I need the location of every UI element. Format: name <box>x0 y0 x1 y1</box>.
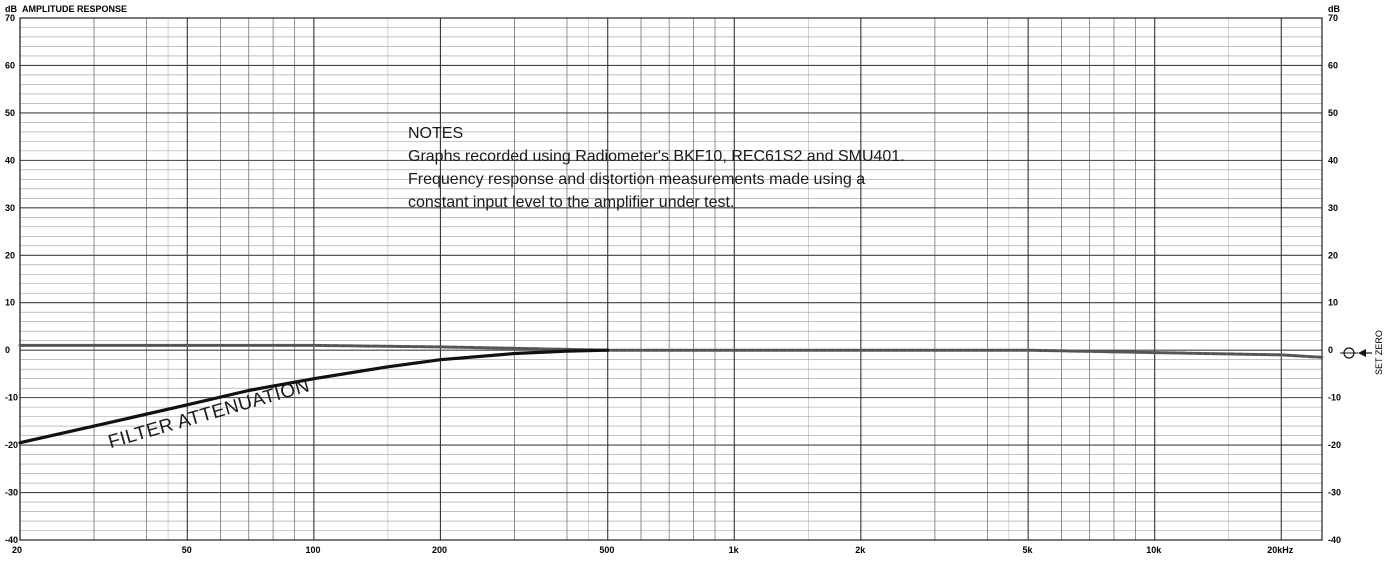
y-tick-left: 20 <box>5 250 15 260</box>
y-tick-left: -20 <box>5 440 18 450</box>
y-tick-left: -40 <box>5 535 18 545</box>
x-tick-label: 1k <box>729 545 740 555</box>
y-tick-right: 20 <box>1328 250 1338 260</box>
y-tick-left: 60 <box>5 60 15 70</box>
notes-line-1: Graphs recorded using Radiometer's BKF10… <box>408 148 905 165</box>
y-tick-right: 40 <box>1328 155 1338 165</box>
x-tick-label: 2k <box>855 545 866 555</box>
x-tick-label: 100 <box>305 545 320 555</box>
response-line <box>18 343 1324 359</box>
notes-block: NOTES Graphs recorded using Radiometer's… <box>408 122 905 214</box>
series-layer <box>18 343 1324 445</box>
x-tick-label: 10k <box>1146 545 1162 555</box>
y-tick-left: -30 <box>5 488 18 498</box>
y-tick-left: 0 <box>5 345 10 355</box>
set-zero-label: SET ZERO <box>1374 330 1384 375</box>
x-tick-label: 200 <box>432 545 447 555</box>
left-axis-unit: dB <box>5 4 17 14</box>
plot-frame <box>19 17 1323 541</box>
y-tick-right: 50 <box>1328 108 1338 118</box>
y-tick-left: 30 <box>5 203 15 213</box>
y-tick-right: -30 <box>1328 488 1341 498</box>
x-tick-label: 20kHz <box>1267 545 1294 555</box>
y-tick-right: 0 <box>1328 345 1333 355</box>
y-tick-left: -10 <box>5 393 18 403</box>
y-tick-right: 30 <box>1328 203 1338 213</box>
x-tick-label: 500 <box>599 545 614 555</box>
notes-line-3: constant input level to the amplifier un… <box>408 194 735 211</box>
notes-line-2: Frequency response and distortion measur… <box>408 171 866 188</box>
set-zero-marker: SET ZERO <box>1340 330 1384 375</box>
x-tick-label: 5k <box>1023 545 1034 555</box>
y-tick-left: 40 <box>5 155 15 165</box>
x-tick-label: 20 <box>12 545 22 555</box>
y-tick-left: 50 <box>5 108 15 118</box>
x-tick-label: 50 <box>182 545 192 555</box>
chart-title: AMPLITUDE RESPONSE <box>22 4 127 14</box>
y-tick-left: 70 <box>5 13 15 23</box>
minor-grid <box>20 17 1322 541</box>
notes-heading: NOTES <box>408 125 464 142</box>
y-tick-right: -20 <box>1328 440 1341 450</box>
major-grid <box>19 17 1323 541</box>
set-zero-arrow-icon <box>1358 349 1366 357</box>
right-axis-unit: dB <box>1328 4 1340 14</box>
filter-attenuation-line <box>18 348 610 445</box>
y-tick-right: 60 <box>1328 60 1338 70</box>
y-tick-right: -40 <box>1328 535 1341 545</box>
y-tick-left: 10 <box>5 298 15 308</box>
y-tick-right: -10 <box>1328 393 1341 403</box>
y-tick-right: 10 <box>1328 298 1338 308</box>
y-tick-right: 70 <box>1328 13 1338 23</box>
